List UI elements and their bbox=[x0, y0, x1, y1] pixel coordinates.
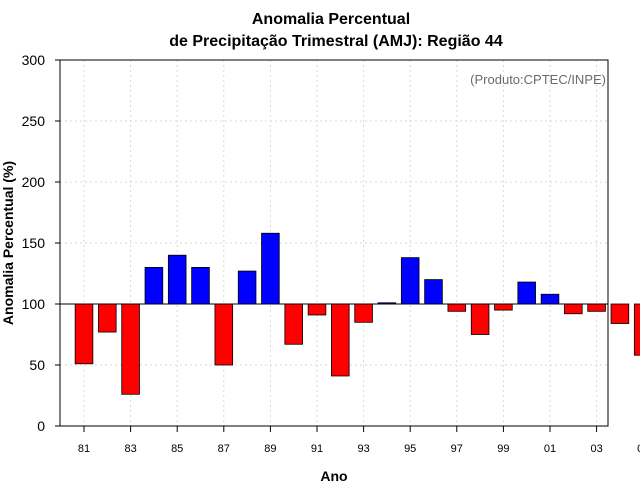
y-tick-label: 50 bbox=[29, 357, 45, 373]
bar-81 bbox=[74, 303, 94, 365]
x-tick-label: 83 bbox=[124, 443, 136, 455]
bar-96 bbox=[424, 279, 443, 305]
bar-89 bbox=[261, 232, 280, 305]
bar-91 bbox=[307, 303, 327, 316]
x-axis-label: Ano bbox=[320, 468, 347, 484]
x-tick-label: 03 bbox=[590, 443, 602, 455]
x-tick-label: 91 bbox=[311, 443, 323, 455]
bar-02 bbox=[564, 303, 583, 315]
bar-04 bbox=[610, 303, 630, 324]
y-tick-label: 100 bbox=[22, 296, 46, 312]
x-tick-label: 93 bbox=[357, 443, 369, 455]
x-tick-label: 05 bbox=[637, 443, 640, 455]
x-tick-label: 01 bbox=[544, 443, 556, 455]
bar-99 bbox=[494, 303, 513, 311]
bar-90 bbox=[284, 303, 303, 345]
bar-84 bbox=[144, 266, 164, 305]
bar-03 bbox=[587, 303, 606, 312]
bar-97 bbox=[447, 303, 467, 312]
bars bbox=[74, 232, 640, 395]
bar-87 bbox=[214, 303, 234, 366]
y-tick-label: 0 bbox=[37, 418, 45, 434]
x-tick-label: 85 bbox=[171, 443, 183, 455]
bar-83 bbox=[121, 303, 140, 395]
y-tick-label: 150 bbox=[22, 235, 46, 251]
bar-01 bbox=[540, 293, 560, 305]
bar-98 bbox=[470, 303, 490, 335]
bar-95 bbox=[400, 257, 420, 305]
x-tick-label: 95 bbox=[404, 443, 416, 455]
bar-00 bbox=[517, 281, 536, 305]
y-tick-label: 300 bbox=[22, 52, 46, 68]
bar-82 bbox=[98, 303, 117, 333]
bar-85 bbox=[167, 254, 187, 305]
x-tick-label: 89 bbox=[264, 443, 276, 455]
x-tick-label: 87 bbox=[218, 443, 230, 455]
bar-86 bbox=[191, 266, 210, 305]
x-tick-label: 97 bbox=[451, 443, 463, 455]
y-tick-label: 200 bbox=[22, 174, 46, 190]
source-note: (Produto:CPTEC/INPE) bbox=[470, 72, 606, 87]
bar-93 bbox=[354, 303, 373, 323]
bar-05 bbox=[633, 303, 640, 356]
grid-lines bbox=[60, 60, 608, 426]
chart-title-line2: de Precipitação Trimestral (AMJ): Região… bbox=[169, 33, 503, 50]
bar-92 bbox=[331, 303, 350, 377]
y-tick-label: 250 bbox=[22, 113, 46, 129]
y-axis-label: Anomalia Percentual (%) bbox=[0, 161, 16, 325]
x-tick-label: 99 bbox=[497, 443, 509, 455]
chart-title-line1: Anomalia Percentual bbox=[252, 11, 410, 28]
bar-88 bbox=[237, 270, 257, 305]
x-tick-label: 81 bbox=[78, 443, 90, 455]
